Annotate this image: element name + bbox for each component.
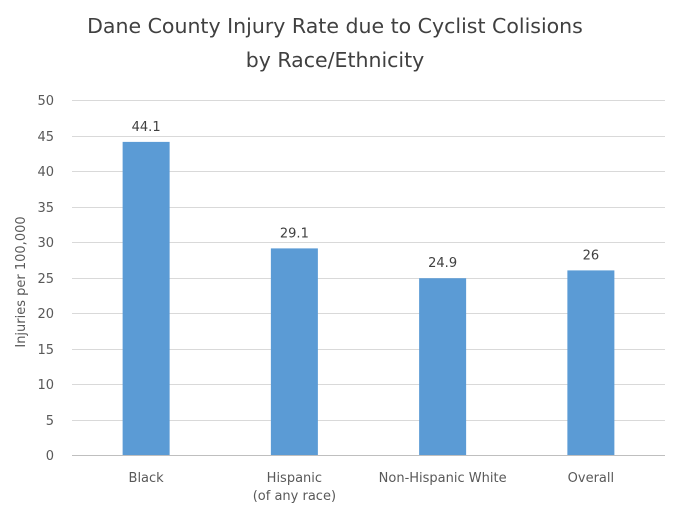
y-axis-label: Injuries per 100,000	[14, 216, 29, 347]
y-tick-label: 5	[46, 414, 54, 429]
bar	[419, 278, 467, 455]
y-axis-ticks: 0 5 10 15 20 25 30 35 40 45 50	[37, 94, 54, 464]
bar-data-label: 26	[583, 248, 600, 263]
bar	[122, 141, 170, 455]
x-axis-categories: Black Hispanic (of any race) Non-Hispanic W…	[129, 471, 615, 504]
bar-data-label: 29.1	[280, 226, 309, 241]
x-category-label: Black	[129, 471, 165, 486]
y-tick-label: 20	[37, 307, 54, 322]
y-tick-label: 15	[37, 343, 54, 358]
bars	[122, 141, 615, 455]
y-tick-label: 35	[37, 201, 54, 216]
y-tick-label: 25	[37, 272, 54, 287]
x-category-label: Overall	[568, 471, 614, 486]
bar-data-label: 44.1	[132, 120, 161, 135]
gridlines	[72, 100, 665, 456]
x-category-label: Hispanic	[267, 471, 322, 486]
bar	[270, 248, 318, 455]
bar	[567, 270, 615, 455]
x-category-label: Non-Hispanic White	[379, 471, 507, 486]
y-tick-label: 10	[37, 378, 54, 393]
data-labels: 44.1 29.1 24.9 26	[132, 120, 600, 271]
chart-title: Dane County Injury Rate due to Cyclist C…	[87, 14, 583, 72]
chart-title-line-1: Dane County Injury Rate due to Cyclist C…	[87, 14, 583, 38]
y-tick-label: 30	[37, 236, 54, 251]
y-tick-label: 50	[37, 94, 54, 109]
x-category-label: (of any race)	[253, 489, 336, 504]
chart-title-line-2: by Race/Ethnicity	[246, 48, 425, 72]
y-tick-label: 45	[37, 130, 54, 145]
y-tick-label: 0	[46, 449, 54, 464]
bar-data-label: 24.9	[428, 256, 457, 271]
y-tick-label: 40	[37, 165, 54, 180]
